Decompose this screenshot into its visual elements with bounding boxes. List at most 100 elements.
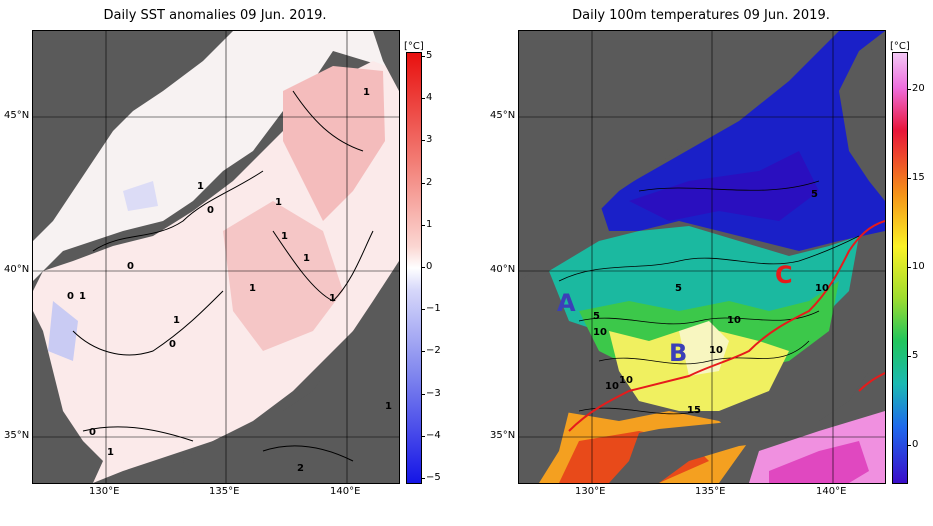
contour-label: 5	[593, 311, 600, 322]
colorbar-tick-label: −2	[426, 345, 441, 357]
contour-label: 10	[605, 381, 619, 392]
colorbar-tick-label: 20	[912, 83, 925, 94]
contour-label: 1	[281, 231, 288, 242]
colorbar-tick-label: 4	[426, 92, 433, 104]
right-panel-title: Daily 100m temperatures 09 Jun. 2019.	[572, 8, 830, 23]
colorbar-tick-mark	[421, 309, 425, 311]
lat-label-40n: 40°N	[490, 264, 516, 275]
contour-label: 10	[593, 327, 607, 338]
lat-label-35n: 35°N	[490, 430, 516, 441]
temperature-100m-map: A B C 5 5 5 10 10 10 10 10 10 15	[518, 30, 886, 484]
land-korea	[519, 291, 569, 483]
contour-label: 10	[619, 375, 633, 386]
contour-label: 1	[197, 181, 204, 192]
contour-label: 1	[249, 283, 256, 294]
contour-label: 10	[727, 315, 741, 326]
colorbar-tick-label: 0	[426, 261, 433, 272]
cool-anomaly-patch	[48, 301, 78, 361]
colorbar-tick-label: −5	[426, 472, 441, 483]
colorbar-tick-label: −1	[426, 303, 441, 315]
contour-label: 1	[385, 401, 392, 412]
colorbar-tick-mark	[421, 478, 425, 479]
colorbar-tick-mark	[421, 182, 425, 184]
lon-label-130e: 130°E	[89, 486, 120, 497]
colorbar-tick-mark	[907, 89, 911, 90]
colorbar-tick-label: 5	[912, 350, 919, 361]
colorbar-tick-mark	[421, 351, 425, 353]
sst-anomaly-map: 1 0 1 1 0 1 1 1 1 0 1 1 1 0 0 1 2	[32, 30, 400, 484]
region-marker-c: C	[775, 261, 793, 289]
left-colorbar-unit: [°C]	[404, 41, 424, 52]
land-japan	[183, 261, 399, 483]
colorbar-tick-mark	[907, 178, 911, 179]
lat-label-35n: 35°N	[4, 430, 30, 441]
contour-label: 0	[207, 205, 214, 216]
contour-label: 1	[363, 87, 370, 98]
land-hokkaido	[839, 31, 885, 201]
temperature-100m-map-svg	[519, 31, 885, 483]
graticule	[33, 31, 399, 483]
land-continent	[519, 31, 819, 281]
left-panel-title: Daily SST anomalies 09 Jun. 2019.	[103, 8, 327, 23]
colorbar-tick-mark	[907, 267, 911, 268]
contour-label: 15	[687, 405, 701, 416]
anomaly-contours	[72, 90, 374, 462]
colorbar-tick-label: 15	[912, 172, 925, 183]
warm-anomaly-patch	[223, 201, 343, 351]
warm-anomaly-patch	[283, 66, 385, 221]
colorbar-tick-label: 3	[426, 134, 433, 146]
colorbar-tick-mark	[421, 224, 425, 226]
temperature-contours	[558, 180, 860, 415]
colorbar-tick-label: 1	[426, 218, 433, 230]
contour-label: 0	[127, 261, 134, 272]
lon-label-130e: 130°E	[575, 486, 606, 497]
colorbar-tick-mark	[421, 98, 425, 100]
colorbar-tick-mark	[421, 140, 425, 142]
lat-label-45n: 45°N	[4, 110, 30, 121]
right-colorbar	[892, 52, 908, 484]
right-colorbar-unit: [°C]	[890, 41, 910, 52]
contour-label: 10	[709, 345, 723, 356]
contour-label: 2	[297, 463, 304, 474]
contour-label: 1	[107, 447, 114, 458]
colorbar-tick-label: 10	[912, 261, 925, 272]
land-hokkaido	[373, 31, 399, 91]
region-marker-b: B	[669, 339, 688, 367]
colorbar-tick-mark	[421, 267, 425, 268]
lat-label-40n: 40°N	[4, 264, 30, 275]
polar-front-line	[568, 220, 885, 432]
cool-anomaly-patch	[123, 181, 158, 211]
colorbar-tick-mark	[421, 393, 425, 395]
sst-anomaly-map-svg	[33, 31, 399, 483]
contour-label: 1	[329, 293, 336, 304]
colorbar-tick-label: 0	[912, 439, 919, 450]
colorbar-tick-label: 5	[426, 50, 433, 61]
colorbar-tick-label: −4	[426, 429, 441, 441]
colorbar-tick-mark	[907, 356, 911, 357]
contour-label: 5	[811, 189, 818, 200]
kuroshio-pink	[769, 441, 869, 483]
colorbar-tick-mark	[421, 435, 425, 437]
contour-label: 1	[275, 197, 282, 208]
colorbar-tick-label: −3	[426, 387, 441, 399]
region-marker-a: A	[557, 289, 576, 317]
left-colorbar	[406, 52, 422, 484]
lat-label-45n: 45°N	[490, 110, 516, 121]
colorbar-tick-label: 2	[426, 176, 433, 188]
graticule	[519, 31, 885, 483]
contour-label: 1	[79, 291, 86, 302]
contour-label: 1	[173, 315, 180, 326]
lon-label-135e: 135°E	[695, 486, 726, 497]
land-continent	[33, 31, 233, 241]
contour-label: 0	[89, 427, 96, 438]
contour-label: 5	[675, 283, 682, 294]
contour-label: 0	[67, 291, 74, 302]
land-japan	[609, 231, 885, 483]
lon-label-140e: 140°E	[330, 486, 361, 497]
warm-water-light	[679, 321, 729, 376]
colorbar-tick-mark	[421, 56, 425, 57]
lon-label-140e: 140°E	[816, 486, 847, 497]
contour-label: 1	[303, 253, 310, 264]
cold-water-deep	[629, 151, 819, 221]
contour-label: 10	[815, 283, 829, 294]
